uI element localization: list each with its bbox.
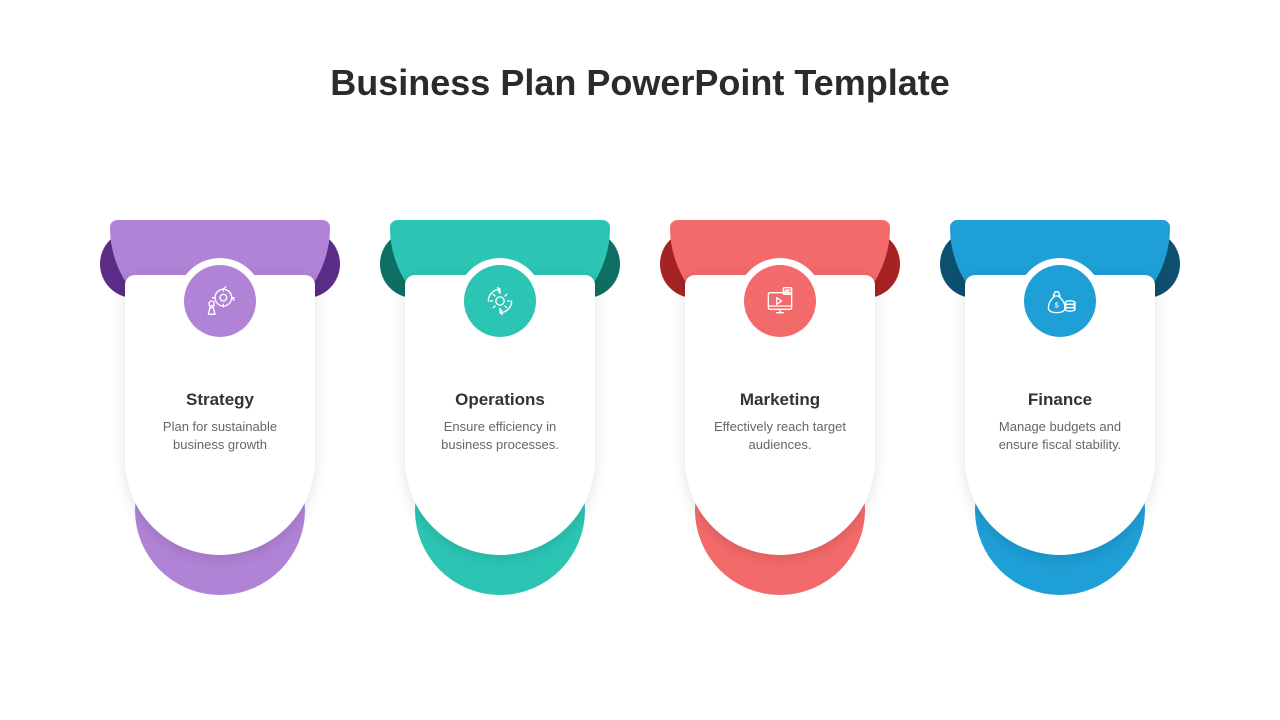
card-desc: Manage budgets and ensure fiscal stabili… (980, 418, 1140, 453)
svg-text:$: $ (1055, 301, 1060, 310)
card-title: Finance (950, 390, 1170, 410)
card-title: Operations (390, 390, 610, 410)
card-finance: $ Finance Manage budgets and ensure fisc… (950, 220, 1170, 580)
card-operations: Operations Ensure efficiency in business… (390, 220, 610, 580)
card-strategy: Strategy Plan for sustainable business g… (110, 220, 330, 580)
strategy-icon (184, 265, 256, 337)
card-desc: Effectively reach target audiences. (700, 418, 860, 453)
slide-title: Business Plan PowerPoint Template (0, 62, 1280, 104)
card-title: Strategy (110, 390, 330, 410)
card-title: Marketing (670, 390, 890, 410)
card-desc: Ensure efficiency in business processes. (420, 418, 580, 453)
card-marketing: Marketing Effectively reach target audie… (670, 220, 890, 580)
cards-row: Strategy Plan for sustainable business g… (0, 220, 1280, 580)
operations-icon (464, 265, 536, 337)
card-icon-ring: $ (1017, 258, 1103, 344)
finance-icon: $ (1024, 265, 1096, 337)
marketing-icon (744, 265, 816, 337)
card-icon-ring (737, 258, 823, 344)
card-icon-ring (457, 258, 543, 344)
card-icon-ring (177, 258, 263, 344)
card-desc: Plan for sustainable business growth (140, 418, 300, 453)
slide: { "type": "infographic", "layout": { "sl… (0, 0, 1280, 720)
